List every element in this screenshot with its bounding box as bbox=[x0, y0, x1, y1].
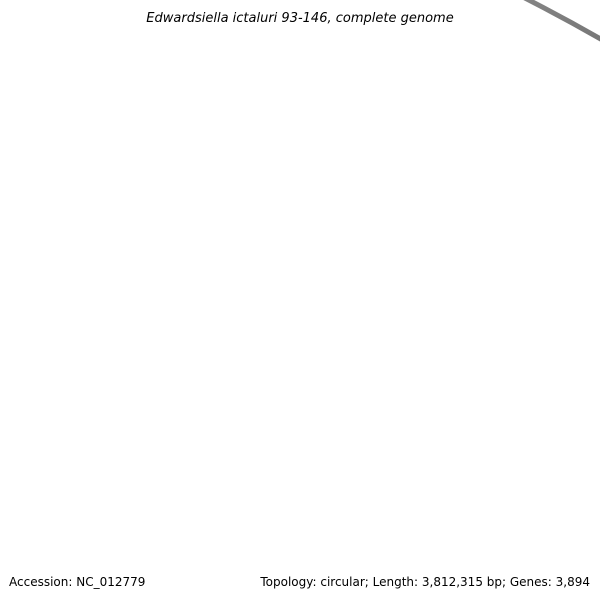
map-title: Edwardsiella ictaluri 93-146, complete g… bbox=[146, 11, 453, 26]
accession-text: Accession: NC_012779 bbox=[9, 575, 145, 589]
summary-text: Topology: circular; Length: 3,812,315 bp… bbox=[259, 575, 590, 589]
